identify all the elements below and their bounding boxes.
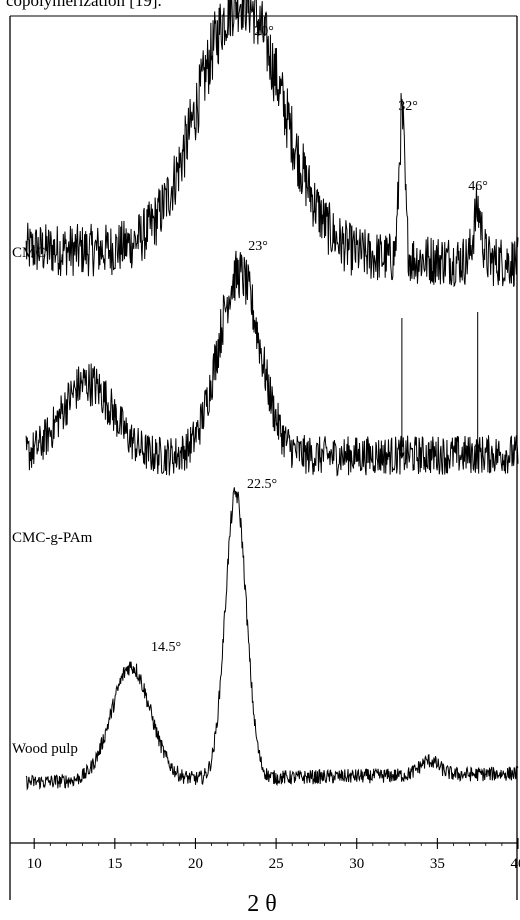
series-label-cmc-g-pam: CMC-g-PAm bbox=[12, 530, 93, 546]
x-tick-label: 30 bbox=[349, 856, 364, 872]
x-tick-label: 15 bbox=[107, 856, 122, 872]
peak-label: 20° bbox=[254, 24, 274, 39]
x-axis-title: 2 θ bbox=[247, 891, 277, 917]
series-curves bbox=[25, 0, 519, 791]
chart-frame bbox=[9, 15, 518, 900]
series-line-cmc-g-pam bbox=[25, 250, 519, 477]
peak-label: 23° bbox=[248, 239, 268, 254]
peak-annotations: CMC CMC-g-PAm Wood pulp 20° 32° 46° 23° 22.5° 14… bbox=[12, 24, 488, 757]
peak-label: 32° bbox=[398, 99, 418, 114]
peak-label: 14.5° bbox=[151, 640, 181, 655]
series-line-cmc bbox=[25, 0, 519, 288]
x-tick-label: 35 bbox=[430, 856, 445, 872]
caption-fragment: copolymerization [19]. bbox=[6, 0, 162, 10]
x-tick-label: 10 bbox=[27, 856, 42, 872]
series-label-wood-pulp: Wood pulp bbox=[12, 741, 78, 757]
x-tick-label: 20 bbox=[188, 856, 203, 872]
peak-label: 22.5° bbox=[247, 477, 277, 492]
peak-label: 46° bbox=[468, 179, 488, 194]
series-label-cmc: CMC bbox=[12, 245, 45, 261]
x-axis: 10 15 20 25 30 35 40 bbox=[10, 838, 520, 872]
x-tick-label: 25 bbox=[269, 856, 284, 872]
x-tick-label: 40 bbox=[511, 856, 520, 872]
series-line-wood-pulp bbox=[25, 487, 519, 791]
